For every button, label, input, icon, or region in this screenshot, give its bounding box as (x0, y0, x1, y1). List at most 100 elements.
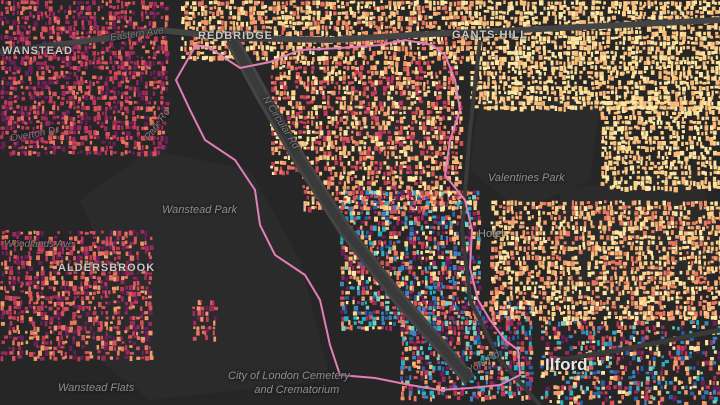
building-block (376, 6, 380, 12)
building-block (28, 30, 31, 34)
building-block (49, 296, 53, 300)
building-block (457, 391, 461, 395)
building-block (36, 271, 39, 277)
building-block (302, 60, 307, 65)
building-block (204, 26, 207, 32)
building-block (49, 271, 52, 277)
building-block (279, 91, 284, 96)
building-block (132, 25, 136, 30)
building-block (56, 296, 61, 300)
building-block (406, 145, 410, 150)
building-block (149, 40, 153, 45)
building-block (457, 315, 460, 319)
building-block (437, 46, 442, 52)
building-block (44, 276, 49, 282)
building-block (153, 11, 158, 16)
building-block (432, 266, 438, 270)
building-block (77, 101, 80, 104)
building-block (282, 60, 287, 64)
building-block (418, 191, 422, 197)
building-block (583, 6, 588, 10)
building-block (25, 340, 29, 345)
building-block (428, 311, 433, 315)
building-block (105, 86, 110, 91)
building-block (432, 370, 435, 373)
building-block (394, 141, 399, 144)
building-block (455, 140, 459, 144)
building-block (364, 201, 367, 206)
building-block (45, 5, 48, 9)
building-block (144, 231, 148, 237)
building-block (391, 140, 394, 145)
building-block (60, 350, 63, 356)
building-block (448, 266, 452, 272)
building-block (104, 345, 109, 351)
building-block (121, 346, 125, 352)
building-block (538, 21, 541, 25)
building-block (362, 175, 365, 181)
building-block (112, 16, 116, 21)
building-block (407, 176, 412, 182)
building-block (344, 206, 349, 209)
building-block (354, 95, 359, 101)
building-block (204, 16, 207, 20)
building-block (534, 1, 537, 5)
building-block (399, 82, 404, 88)
building-block (49, 126, 52, 130)
building-block (114, 256, 117, 261)
building-block (244, 0, 248, 4)
building-block (361, 41, 365, 45)
building-block (456, 26, 461, 31)
building-block (184, 10, 189, 15)
building-block (452, 286, 457, 290)
building-block (312, 75, 316, 80)
building-block (394, 165, 397, 169)
building-block (323, 105, 327, 110)
building-block (357, 16, 362, 20)
building-block (72, 311, 77, 317)
building-block (390, 85, 395, 91)
building-block (410, 170, 413, 174)
building-block (331, 192, 334, 196)
building-block (157, 130, 161, 135)
building-block (273, 56, 278, 59)
building-block (432, 260, 436, 266)
building-block (642, 5, 646, 8)
building-block (188, 11, 193, 15)
building-block (430, 71, 433, 76)
building-block (44, 321, 48, 327)
building-block (409, 290, 413, 294)
building-block (16, 10, 19, 15)
building-block (60, 70, 64, 76)
building-block (433, 50, 437, 56)
building-block (411, 111, 416, 115)
building-block (81, 345, 85, 349)
building-block (387, 61, 392, 65)
building-block (410, 140, 413, 146)
building-block (16, 235, 19, 239)
building-block (104, 95, 107, 100)
building-block (519, 16, 524, 22)
building-block (430, 126, 434, 131)
building-block (17, 116, 21, 122)
building-block (439, 130, 443, 135)
building-block (312, 57, 315, 62)
building-block (489, 375, 493, 380)
building-block (36, 5, 39, 9)
building-block (97, 246, 101, 251)
building-block (347, 171, 352, 176)
building-block (314, 131, 319, 134)
building-block (97, 280, 101, 283)
building-block (434, 155, 438, 159)
building-block (84, 130, 89, 134)
building-block (320, 90, 322, 94)
building-block (480, 350, 484, 354)
building-block (337, 16, 341, 21)
building-block (452, 370, 456, 374)
building-block (72, 300, 75, 305)
building-block (29, 81, 32, 85)
building-block (97, 355, 100, 360)
building-block (261, 45, 264, 51)
